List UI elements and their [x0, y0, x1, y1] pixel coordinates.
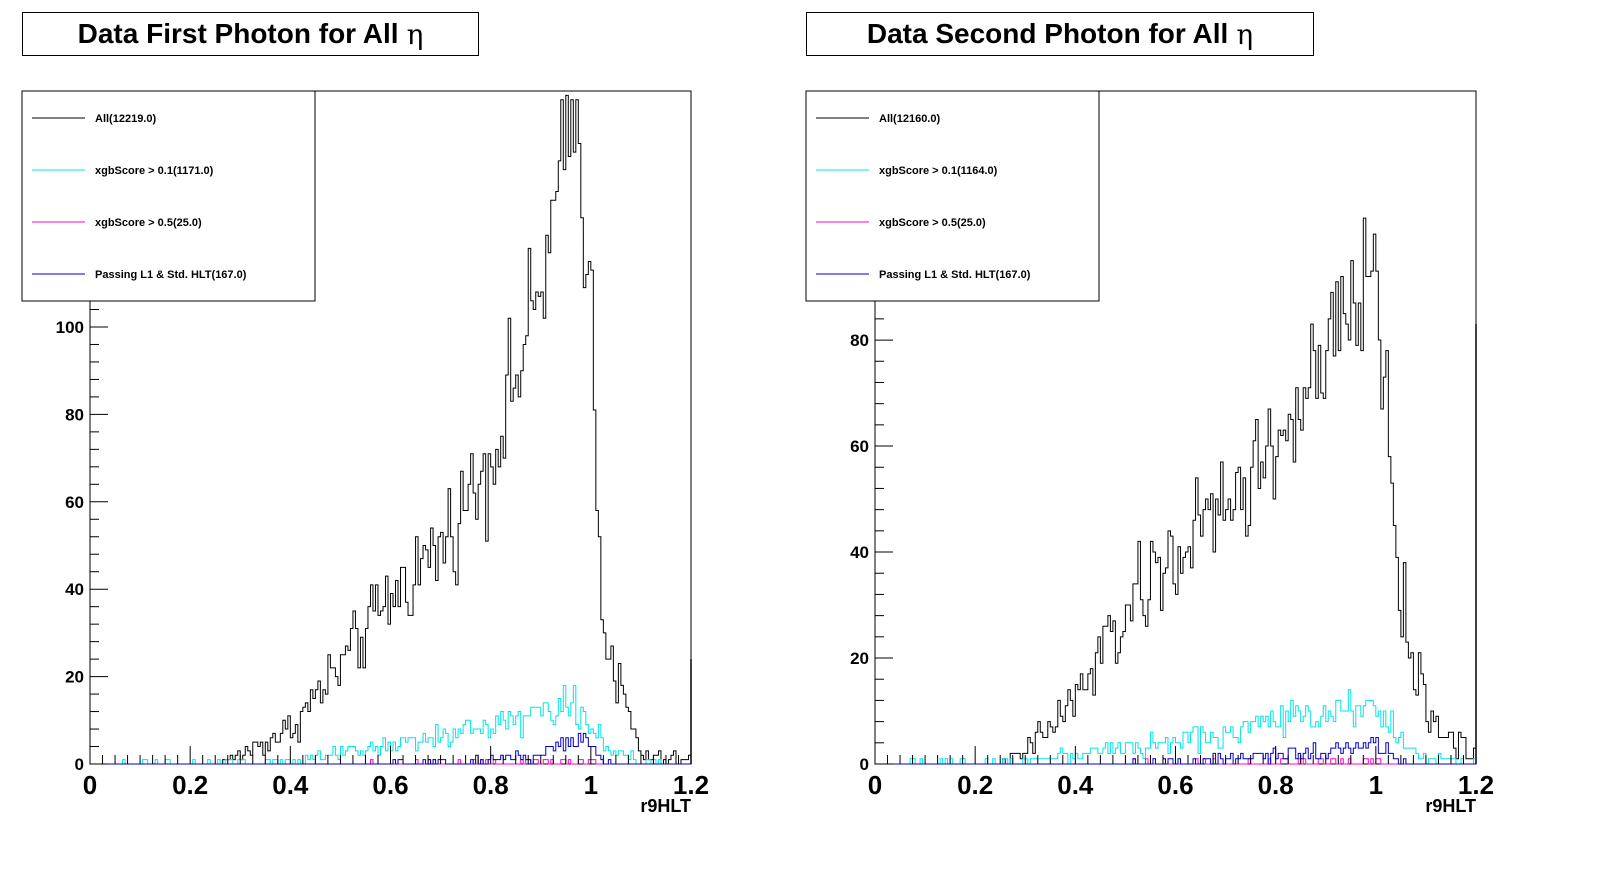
x-tick-label: 1.2 — [673, 770, 709, 800]
legend-box — [21, 90, 316, 302]
y-tick-label: 80 — [65, 405, 84, 424]
x-tick-label: 0 — [868, 770, 882, 800]
x-axis-title: r9HLT — [1425, 796, 1476, 816]
eta-symbol: η — [406, 17, 424, 51]
histogram-series-1 — [90, 684, 691, 765]
legend-box — [805, 90, 1100, 302]
x-tick-label: 0.8 — [1258, 770, 1294, 800]
y-tick-label: 0 — [75, 755, 84, 774]
x-tick-label: 0.8 — [473, 770, 509, 800]
chart-title-text: Data Second Photon for All — [866, 18, 1229, 49]
eta-symbol: η — [1236, 17, 1254, 51]
legend-label: All(12219.0) — [95, 113, 156, 125]
y-tick-label: 100 — [56, 318, 84, 337]
y-tick-label: 80 — [850, 331, 869, 350]
y-tick-label: 20 — [850, 649, 869, 668]
legend-label: Passing L1 & Std. HLT(167.0) — [879, 269, 1031, 281]
y-tick-label: 0 — [860, 755, 869, 774]
chart-title-right: Data Second Photon for All η — [806, 12, 1314, 56]
x-tick-label: 0.2 — [172, 770, 208, 800]
chart-title-text: Data First Photon for All — [77, 18, 399, 49]
y-tick-label: 40 — [850, 543, 869, 562]
histogram-series-3 — [90, 732, 691, 765]
x-tick-label: 1.2 — [1458, 770, 1494, 800]
x-tick-label: 0.6 — [1157, 770, 1193, 800]
x-tick-label: 1 — [1369, 770, 1383, 800]
y-tick-label: 20 — [65, 668, 84, 687]
x-tick-label: 0.6 — [372, 770, 408, 800]
legend-label: xgbScore > 0.1(1164.0) — [879, 165, 998, 177]
y-tick-label: 40 — [65, 580, 84, 599]
y-tick-label: 60 — [65, 493, 84, 512]
histogram-series-0 — [875, 217, 1477, 765]
legend-label: xgbScore > 0.1(1171.0) — [95, 165, 214, 177]
x-tick-label: 0.4 — [1057, 770, 1094, 800]
x-tick-label: 0.2 — [957, 770, 993, 800]
x-tick-label: 1 — [584, 770, 598, 800]
legend-label: All(12160.0) — [879, 113, 940, 125]
histogram-series-3 — [875, 737, 1476, 765]
legend-label: xgbScore > 0.5(25.0) — [95, 217, 202, 229]
legend-label: Passing L1 & Std. HLT(167.0) — [95, 269, 247, 281]
histogram-series-0 — [90, 94, 692, 765]
chart-title-left: Data First Photon for All η — [22, 12, 479, 56]
x-tick-label: 0 — [83, 770, 97, 800]
x-tick-label: 0.4 — [272, 770, 309, 800]
x-axis-title: r9HLT — [640, 796, 691, 816]
y-tick-label: 60 — [850, 437, 869, 456]
legend-label: xgbScore > 0.5(25.0) — [879, 217, 986, 229]
